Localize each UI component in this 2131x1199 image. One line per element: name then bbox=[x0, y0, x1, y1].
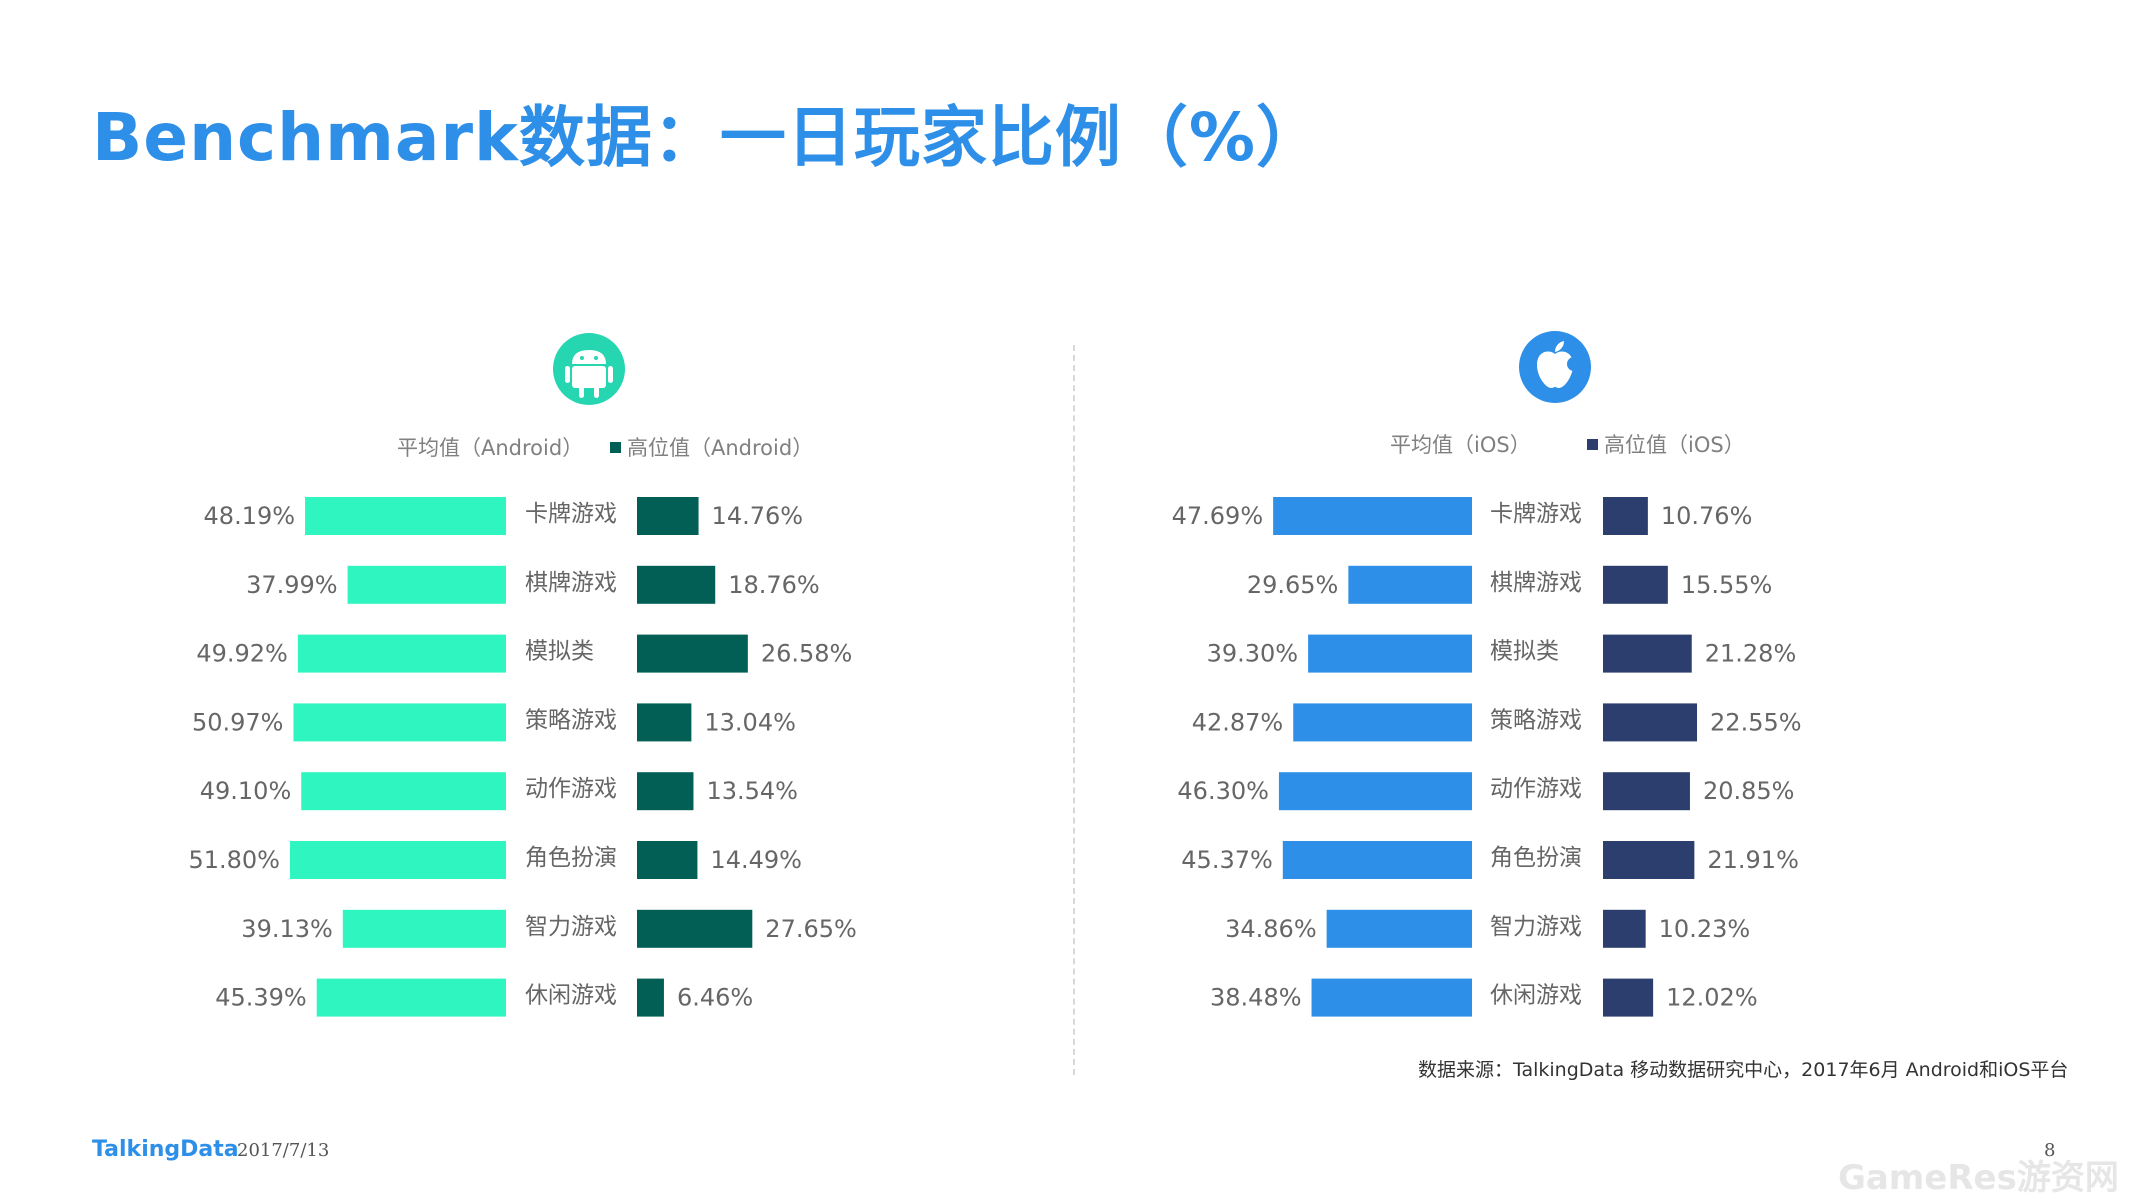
android-avg-bar bbox=[316, 978, 506, 1017]
ios-category-label: 智力游戏 bbox=[1490, 914, 1582, 940]
page-number: 8 bbox=[2044, 1140, 2056, 1161]
page-title: Benchmark数据：一日玩家比例（%） bbox=[92, 99, 1324, 176]
android-avg-label: 37.99% bbox=[246, 571, 338, 599]
ios-avg-bar bbox=[1273, 497, 1472, 535]
android-category-label: 动作游戏 bbox=[525, 776, 617, 802]
android-high-bar bbox=[637, 497, 699, 535]
ios-category-label: 休闲游戏 bbox=[1490, 983, 1582, 1009]
ios-high-bar bbox=[1603, 772, 1690, 811]
apple-icon bbox=[1519, 331, 1591, 403]
ios-high-label: 20.85% bbox=[1703, 777, 1795, 805]
android-high-label: 13.04% bbox=[704, 708, 796, 736]
android-high-bar bbox=[637, 772, 694, 811]
legend-ios-avg: 平均值（iOS） bbox=[1390, 433, 1531, 457]
android-avg-bar bbox=[347, 565, 506, 604]
ios-avg-label: 34.86% bbox=[1225, 915, 1317, 943]
android-avg-label: 48.19% bbox=[204, 502, 296, 530]
ios-high-bar bbox=[1603, 909, 1646, 948]
ios-high-bar bbox=[1603, 841, 1695, 879]
ios-avg-label: 42.87% bbox=[1192, 708, 1284, 736]
android-high-bar bbox=[637, 703, 692, 742]
ios-high-label: 10.76% bbox=[1661, 502, 1753, 530]
ios-high-label: 15.55% bbox=[1681, 571, 1773, 599]
ios-avg-bar bbox=[1282, 841, 1472, 879]
android-avg-bar bbox=[297, 634, 506, 673]
android-category-label: 卡牌游戏 bbox=[525, 501, 617, 527]
ios-avg-bar bbox=[1348, 565, 1472, 604]
ios-category-label: 动作游戏 bbox=[1490, 776, 1582, 802]
android-avg-bar bbox=[305, 497, 506, 535]
footer-date: 2017/7/13 bbox=[237, 1140, 330, 1161]
android-high-bar bbox=[637, 634, 748, 673]
ios-high-label: 10.23% bbox=[1659, 915, 1751, 943]
android-high-label: 6.46% bbox=[677, 984, 753, 1012]
android-high-label: 18.76% bbox=[728, 571, 820, 599]
android-category-label: 棋牌游戏 bbox=[525, 570, 617, 596]
ios-category-label: 模拟类 bbox=[1490, 639, 1559, 665]
android-avg-bar bbox=[301, 772, 506, 811]
android-high-label: 14.49% bbox=[710, 846, 802, 874]
android-icon bbox=[553, 333, 625, 405]
legend-android-avg: 平均值（Android） bbox=[397, 436, 584, 460]
android-high-label: 13.54% bbox=[706, 777, 798, 805]
android-avg-bar bbox=[293, 703, 506, 742]
watermark: GameRes游资网 bbox=[1838, 1158, 2119, 1198]
android-avg-label: 49.10% bbox=[200, 777, 292, 805]
ios-avg-bar bbox=[1326, 909, 1472, 948]
android-high-bar bbox=[637, 909, 753, 948]
ios-high-label: 21.91% bbox=[1707, 846, 1799, 874]
ios-category-label: 角色扮演 bbox=[1490, 845, 1582, 871]
android-category-label: 智力游戏 bbox=[525, 914, 617, 940]
ios-high-bar bbox=[1603, 634, 1692, 673]
ios-high-bar bbox=[1603, 497, 1648, 535]
android-high-bar bbox=[637, 978, 664, 1017]
panel-divider bbox=[1073, 345, 1075, 1075]
ios-avg-label: 29.65% bbox=[1247, 571, 1339, 599]
android-avg-label: 39.13% bbox=[241, 915, 333, 943]
ios-avg-label: 38.48% bbox=[1210, 984, 1302, 1012]
ios-avg-bar bbox=[1311, 978, 1472, 1017]
android-high-label: 27.65% bbox=[765, 915, 857, 943]
ios-high-bar bbox=[1603, 978, 1654, 1017]
android-avg-label: 49.92% bbox=[196, 640, 288, 668]
ios-avg-label: 46.30% bbox=[1177, 777, 1269, 805]
ios-high-label: 21.28% bbox=[1705, 640, 1797, 668]
ios-high-label: 12.02% bbox=[1666, 984, 1758, 1012]
ios-high-label: 22.55% bbox=[1710, 708, 1802, 736]
android-category-label: 角色扮演 bbox=[525, 845, 617, 871]
android-category-label: 休闲游戏 bbox=[525, 983, 617, 1009]
android-high-label: 14.76% bbox=[712, 502, 804, 530]
android-category-label: 策略游戏 bbox=[525, 707, 617, 733]
ios-avg-label: 47.69% bbox=[1172, 502, 1264, 530]
ios-avg-bar bbox=[1308, 634, 1472, 673]
android-avg-label: 51.80% bbox=[188, 846, 280, 874]
ios-category-label: 策略游戏 bbox=[1490, 707, 1582, 733]
ios-avg-label: 45.37% bbox=[1181, 846, 1273, 874]
ios-high-bar bbox=[1603, 565, 1668, 604]
android-high-bar bbox=[637, 565, 716, 604]
ios-category-label: 棋牌游戏 bbox=[1490, 570, 1582, 596]
ios-avg-label: 39.30% bbox=[1207, 640, 1299, 668]
android-avg-bar bbox=[289, 841, 506, 879]
talkingdata-logo: TalkingData bbox=[92, 1137, 239, 1162]
ios-high-bar bbox=[1603, 703, 1698, 742]
android-avg-label: 45.39% bbox=[215, 984, 307, 1012]
legend-swatch bbox=[1587, 438, 1598, 450]
legend-swatch bbox=[610, 441, 621, 453]
ios-category-label: 卡牌游戏 bbox=[1490, 501, 1582, 527]
legend-android-high: 高位值（Android） bbox=[610, 432, 813, 462]
android-high-label: 26.58% bbox=[761, 640, 853, 668]
ios-avg-bar bbox=[1293, 703, 1472, 742]
android-avg-label: 50.97% bbox=[192, 708, 284, 736]
android-avg-bar bbox=[342, 909, 506, 948]
data-source: 数据来源：TalkingData 移动数据研究中心，2017年6月 Androi… bbox=[1418, 1059, 2069, 1081]
ios-avg-bar bbox=[1278, 772, 1472, 811]
legend-ios-high: 高位值（iOS） bbox=[1587, 429, 1745, 459]
android-category-label: 模拟类 bbox=[525, 639, 594, 665]
android-high-bar bbox=[637, 841, 698, 879]
